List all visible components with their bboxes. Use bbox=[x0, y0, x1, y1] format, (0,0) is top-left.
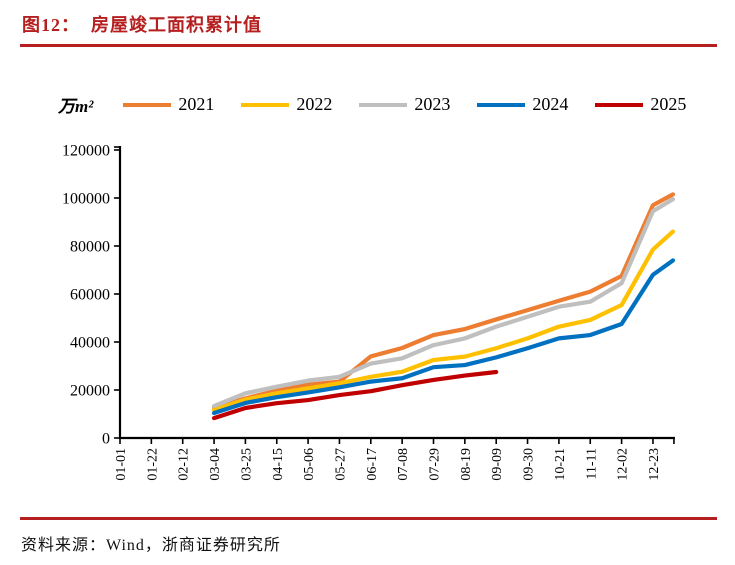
y-axis-tick-label: 0 bbox=[102, 431, 110, 448]
y-axis-tick-label: 20000 bbox=[70, 383, 110, 400]
legend-label: 2021 bbox=[178, 94, 215, 114]
y-axis-tick-label: 60000 bbox=[70, 287, 110, 304]
legend-item-2024: 2024 bbox=[477, 94, 568, 115]
legend-swatch-2022 bbox=[241, 102, 290, 107]
x-axis-tick-label: 09-09 bbox=[490, 448, 505, 481]
x-axis-tick-label: 09-30 bbox=[522, 448, 537, 481]
y-axis-tick-label: 100000 bbox=[62, 191, 110, 208]
x-axis-tick-label: 07-08 bbox=[396, 448, 411, 481]
legend-item-2022: 2022 bbox=[241, 94, 332, 115]
x-axis-tick-label: 01-22 bbox=[145, 448, 160, 481]
legend-label: 2023 bbox=[414, 94, 451, 114]
chart-legend: 万m² 2021 2022 2023 2024 2025 bbox=[58, 92, 725, 117]
data-source-note: 资料来源：Wind，浙商证券研究所 bbox=[21, 537, 281, 554]
series-line-2025 bbox=[211, 369, 499, 421]
legend-item-2025: 2025 bbox=[595, 94, 686, 115]
figure-title: 图12： 房屋竣工面积累计值 bbox=[22, 15, 262, 35]
x-axis-tick-label: 05-06 bbox=[302, 448, 317, 481]
x-axis-tick-label: 04-15 bbox=[271, 448, 286, 481]
legend-item-2021: 2021 bbox=[123, 94, 214, 115]
y-axis-unit-label: 万m² bbox=[58, 97, 94, 116]
x-axis-tick-label: 10-21 bbox=[553, 448, 568, 481]
x-axis-tick-label: 01-01 bbox=[114, 448, 129, 481]
x-axis-tick-label: 08-19 bbox=[459, 448, 474, 481]
x-axis-tick-label: 03-25 bbox=[239, 448, 254, 481]
legend-label: 2025 bbox=[650, 94, 687, 114]
series-line-2024 bbox=[211, 258, 676, 416]
x-axis-tick-label: 12-23 bbox=[647, 448, 662, 481]
x-axis-tick-label: 11-11 bbox=[584, 448, 599, 480]
x-axis-tick-label: 12-02 bbox=[616, 448, 631, 481]
legend-label: 2024 bbox=[532, 94, 569, 114]
x-axis-tick-label: 07-29 bbox=[428, 448, 443, 481]
series-line-2022 bbox=[211, 229, 676, 413]
x-axis-tick-label: 03-04 bbox=[208, 448, 223, 481]
footer-divider bbox=[20, 517, 717, 520]
series-line-2021 bbox=[211, 192, 676, 411]
x-axis-tick-label: 06-17 bbox=[365, 448, 380, 481]
legend-swatch-2024 bbox=[477, 102, 526, 107]
y-axis-tick-label: 40000 bbox=[70, 335, 110, 352]
legend-swatch-2025 bbox=[595, 102, 644, 107]
legend-swatch-2023 bbox=[359, 102, 408, 107]
y-axis-tick-label: 120000 bbox=[62, 143, 110, 160]
x-axis-tick-label: 02-12 bbox=[177, 448, 192, 481]
series-line-2023 bbox=[211, 197, 676, 409]
legend-swatch-2021 bbox=[123, 102, 172, 107]
legend-item-2023: 2023 bbox=[359, 94, 450, 115]
y-axis-tick-label: 80000 bbox=[70, 239, 110, 256]
legend-label: 2022 bbox=[296, 94, 333, 114]
title-divider bbox=[20, 44, 717, 47]
x-axis-tick-label: 05-27 bbox=[333, 448, 348, 481]
